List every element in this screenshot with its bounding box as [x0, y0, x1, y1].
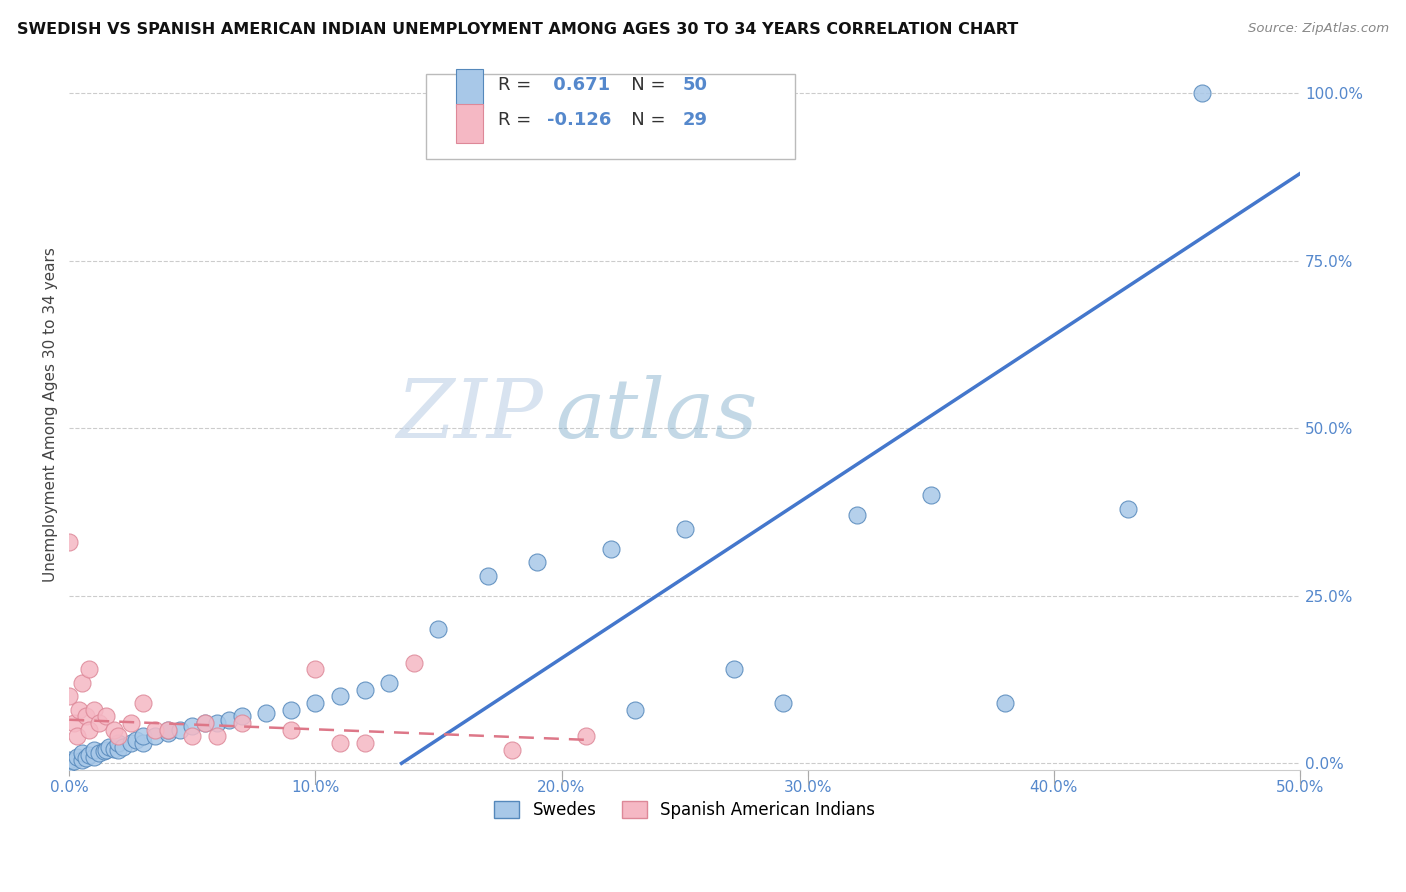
Text: R =: R =: [498, 76, 537, 94]
Point: [194, 716, 217, 731]
Text: ZIP: ZIP: [396, 375, 543, 455]
Point: [125, 732, 148, 747]
Point: [1191, 86, 1213, 100]
Point: [65, 730, 87, 744]
Point: [169, 723, 191, 737]
Point: [145, 723, 167, 737]
Point: [63, 716, 86, 731]
Y-axis label: Unemployment Among Ages 30 to 34 years: Unemployment Among Ages 30 to 34 years: [44, 247, 58, 582]
FancyBboxPatch shape: [456, 69, 482, 108]
Point: [107, 743, 129, 757]
Point: [304, 663, 326, 677]
Point: [70, 746, 93, 760]
Point: [58, 535, 80, 549]
Text: N =: N =: [614, 76, 672, 94]
Point: [501, 743, 523, 757]
Point: [994, 696, 1017, 710]
Point: [353, 682, 375, 697]
Point: [254, 706, 277, 720]
Point: [218, 713, 240, 727]
Point: [120, 716, 142, 731]
Point: [77, 663, 100, 677]
Point: [145, 730, 167, 744]
Point: [132, 696, 155, 710]
Point: [205, 730, 228, 744]
Point: [673, 522, 696, 536]
Point: [96, 709, 118, 723]
Point: [181, 730, 204, 744]
Point: [194, 716, 217, 731]
Point: [280, 703, 302, 717]
Point: [280, 723, 302, 737]
Point: [112, 739, 135, 754]
Text: R =: R =: [498, 112, 537, 129]
Point: [63, 754, 86, 768]
Text: atlas: atlas: [555, 375, 758, 455]
Point: [103, 741, 125, 756]
FancyBboxPatch shape: [456, 104, 482, 144]
Legend: Swedes, Spanish American Indians: Swedes, Spanish American Indians: [488, 794, 882, 826]
Text: 50: 50: [682, 76, 707, 94]
Point: [77, 748, 100, 763]
Text: -0.126: -0.126: [547, 112, 612, 129]
Point: [205, 716, 228, 731]
Text: N =: N =: [614, 112, 672, 129]
Point: [65, 749, 87, 764]
Point: [156, 723, 179, 737]
Point: [427, 622, 450, 636]
Text: 0.671: 0.671: [547, 76, 610, 94]
Point: [920, 488, 942, 502]
Point: [845, 508, 868, 523]
Point: [83, 743, 105, 757]
Point: [329, 736, 352, 750]
Point: [772, 696, 794, 710]
Point: [156, 723, 179, 737]
Point: [83, 749, 105, 764]
Point: [526, 555, 548, 569]
Point: [181, 719, 204, 733]
Point: [70, 753, 93, 767]
Point: [132, 730, 155, 744]
Point: [77, 723, 100, 737]
Point: [1116, 501, 1139, 516]
Point: [103, 723, 125, 737]
Point: [132, 736, 155, 750]
Point: [70, 676, 93, 690]
Point: [575, 730, 598, 744]
FancyBboxPatch shape: [426, 74, 796, 159]
Point: [156, 726, 179, 740]
Point: [304, 696, 326, 710]
Point: [75, 751, 97, 765]
Point: [67, 703, 90, 717]
Point: [96, 743, 118, 757]
Point: [353, 736, 375, 750]
Point: [58, 756, 80, 771]
Point: [97, 739, 120, 754]
Point: [378, 676, 401, 690]
Point: [231, 709, 253, 723]
Point: [723, 663, 745, 677]
Point: [329, 690, 352, 704]
Point: [120, 736, 142, 750]
Point: [87, 746, 110, 760]
Point: [93, 744, 115, 758]
Point: [58, 690, 80, 704]
Text: SWEDISH VS SPANISH AMERICAN INDIAN UNEMPLOYMENT AMONG AGES 30 TO 34 YEARS CORREL: SWEDISH VS SPANISH AMERICAN INDIAN UNEMP…: [17, 22, 1018, 37]
Point: [624, 703, 647, 717]
Text: Source: ZipAtlas.com: Source: ZipAtlas.com: [1249, 22, 1389, 36]
Point: [107, 730, 129, 744]
Point: [402, 656, 425, 670]
Point: [75, 709, 97, 723]
Point: [231, 716, 253, 731]
Point: [599, 541, 621, 556]
Point: [107, 736, 129, 750]
Point: [83, 703, 105, 717]
Point: [58, 753, 80, 767]
Text: 29: 29: [682, 112, 707, 129]
Point: [87, 716, 110, 731]
Point: [477, 568, 499, 582]
